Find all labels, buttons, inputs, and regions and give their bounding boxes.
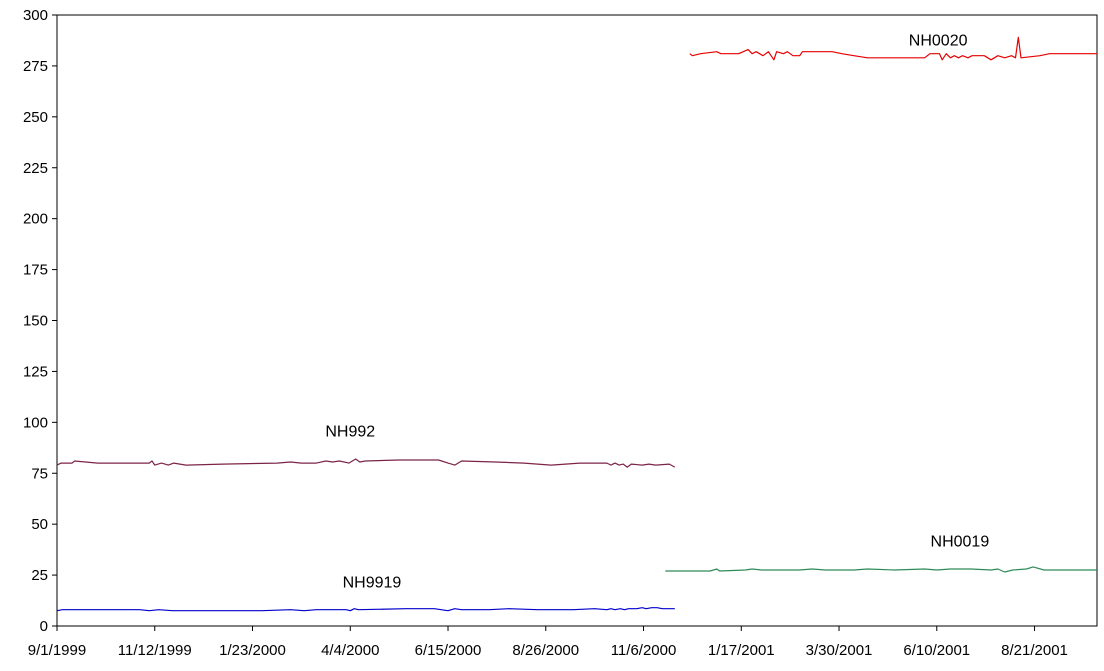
y-tick-label: 0: [40, 618, 48, 635]
y-tick-label: 100: [23, 414, 48, 431]
y-tick-label: 75: [31, 465, 48, 482]
series-line-nh0019: [665, 566, 1097, 573]
x-tick-label: 3/30/2001: [806, 642, 873, 659]
y-tick-label: 125: [23, 363, 48, 380]
series-label-nh9919: NH9919: [343, 574, 402, 591]
chart-axes: 0 25 50 75 100 125 150 175 200 225 250 275 300 9/1/19…: [23, 7, 1098, 659]
y-tick-label: 50: [31, 516, 48, 533]
x-tick-label: 11/6/2000: [611, 642, 677, 659]
x-tick-label: 4/4/2000: [321, 642, 379, 659]
y-tick-label: 275: [23, 58, 48, 75]
series-line-nh9919: [56, 607, 675, 612]
x-tick-label: 1/23/2000: [219, 642, 286, 659]
y-tick-label: 25: [31, 567, 48, 584]
series-layer: [56, 36, 1097, 612]
x-tick-label: 8/21/2001: [1001, 642, 1068, 659]
x-tick-label: 11/12/1999: [118, 642, 192, 659]
x-tick-label: 6/15/2000: [415, 642, 482, 659]
series-line-nh992: [56, 458, 676, 468]
series-label-nh0019: NH0019: [931, 534, 990, 551]
y-tick-label: 300: [23, 7, 48, 24]
x-tick-label: 9/1/1999: [28, 642, 86, 659]
y-tick-label: 175: [23, 262, 48, 279]
x-tick-label: 1/17/2001: [708, 642, 775, 659]
y-tick-label: 250: [23, 109, 48, 126]
x-tick-label: 6/10/2001: [903, 642, 970, 659]
series-label-nh0020: NH0020: [909, 33, 968, 50]
series-label-nh992: NH992: [325, 424, 375, 441]
y-tick-label: 200: [23, 211, 48, 228]
y-tick-label: 150: [23, 313, 48, 330]
x-tick-label: 8/26/2000: [512, 642, 579, 659]
series-line-nh0020: [689, 36, 1097, 61]
series-labels-layer: NH992 NH9919 NH0019 NH0020: [325, 33, 989, 592]
y-tick-label: 225: [23, 160, 48, 177]
